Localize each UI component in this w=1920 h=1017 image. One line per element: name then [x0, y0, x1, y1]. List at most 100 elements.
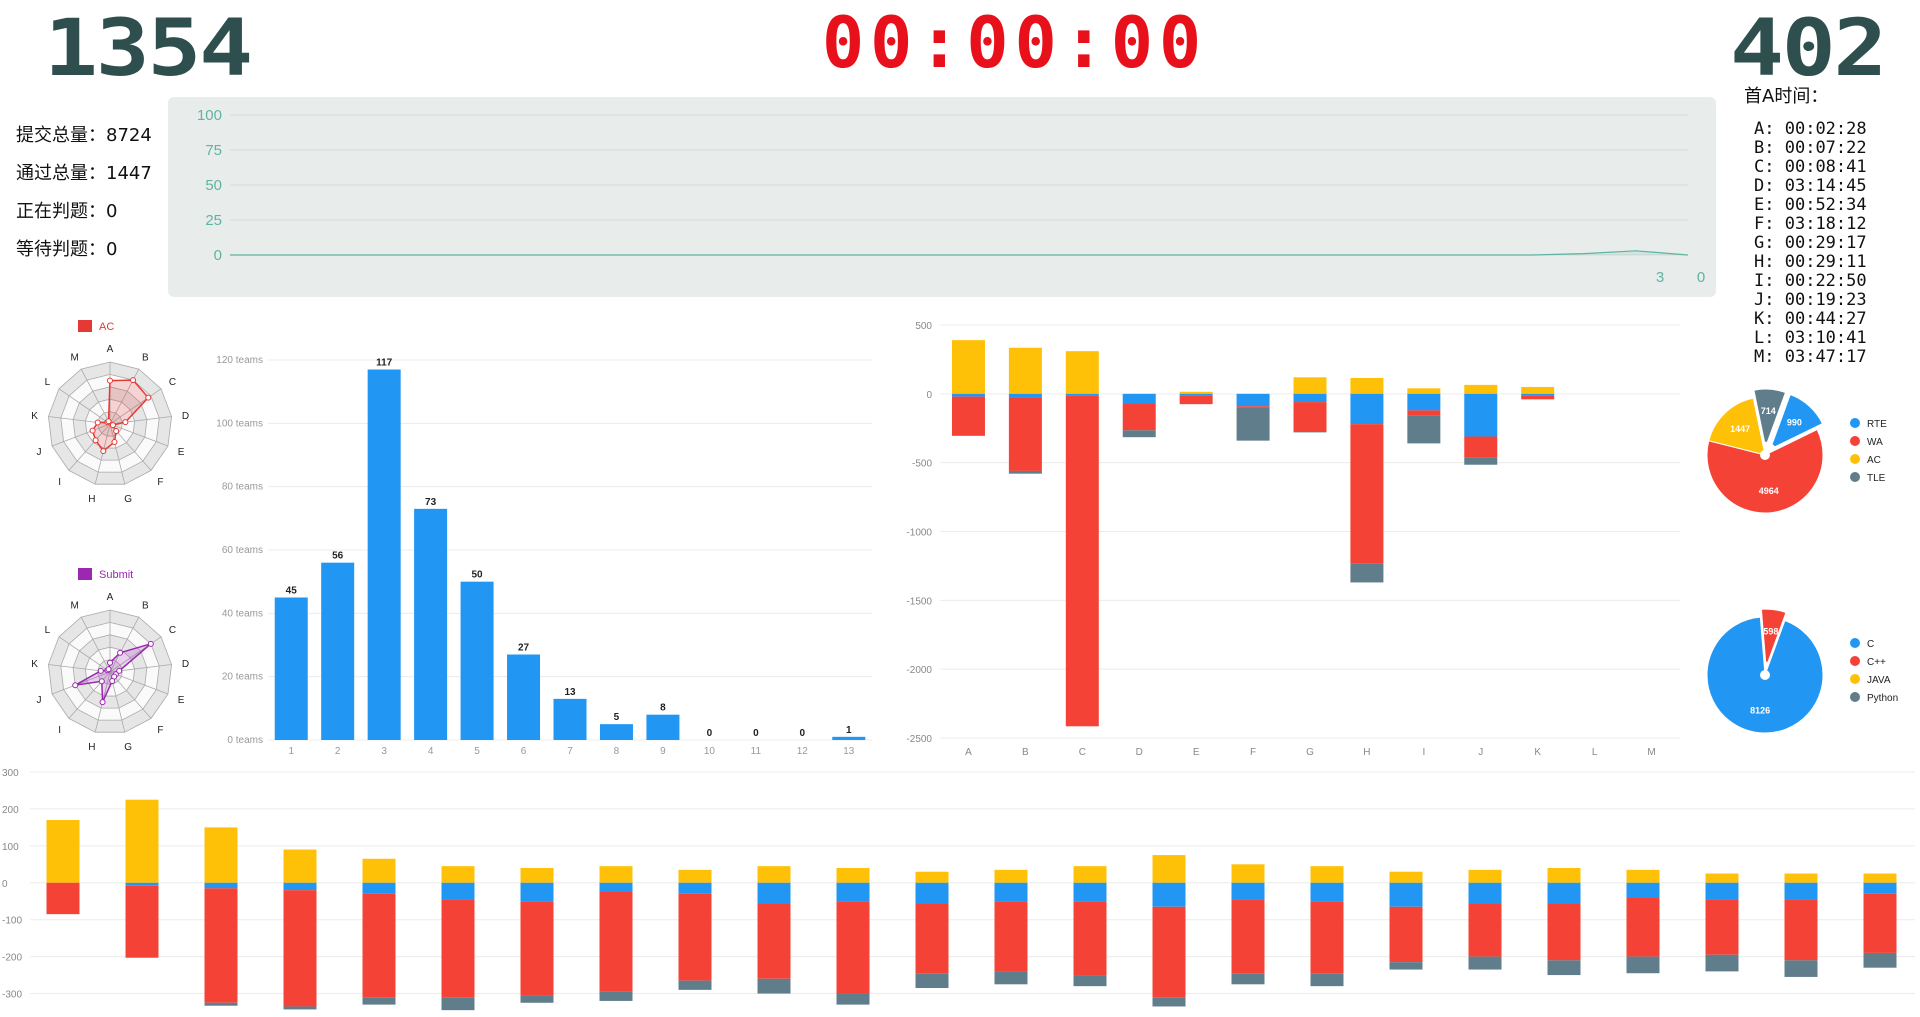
first-ac-row: J: 00:19:23: [1754, 291, 1867, 310]
x-tick-label: D: [1136, 747, 1143, 758]
end-label: 3: [1656, 269, 1664, 286]
bar-segment-wa: [1123, 403, 1156, 430]
data-label: 27: [518, 643, 530, 654]
radar-point: [93, 438, 98, 443]
data-label: 13: [564, 687, 576, 698]
bar-segment-rte: [1009, 394, 1042, 398]
legend-swatch: [1850, 418, 1860, 428]
first-ac-time: 03:10:41: [1785, 328, 1867, 348]
bar-segment-ac: [600, 866, 633, 883]
x-tick-label: A: [965, 747, 972, 758]
y-tick-label: 120 teams: [216, 355, 263, 366]
bar-segment-tle: [995, 971, 1028, 984]
bar-segment-ac: [1464, 385, 1497, 394]
first-ac-row: E: 00:52:34: [1754, 196, 1867, 215]
pie-label: 4964: [1759, 486, 1779, 496]
first-ac-row: G: 00:29:17: [1754, 234, 1867, 253]
first-ac-problem: J: [1754, 290, 1764, 310]
y-tick-label: -2000: [906, 665, 932, 676]
y-tick-label: 0: [214, 247, 222, 264]
bar-segment-tle: [600, 992, 633, 1001]
bar-segment-tle: [1153, 997, 1186, 1006]
y-tick-label: -100: [2, 916, 22, 927]
x-tick-label: 12: [797, 746, 809, 757]
bar-segment-ac: [1311, 866, 1344, 883]
radar-point: [146, 395, 151, 400]
bar-segment-rte: [1180, 394, 1213, 395]
first-ac-row: D: 03:14:45: [1754, 177, 1867, 196]
legend-swatch: [1850, 454, 1860, 464]
bar-segment-ac: [1521, 387, 1554, 394]
bar-segment-tle: [1350, 563, 1383, 582]
y-tick-label: 60 teams: [222, 545, 263, 556]
bar-segment-tle: [1123, 430, 1156, 437]
x-tick-label: M: [1647, 747, 1655, 758]
y-tick-label: 100: [2, 842, 19, 853]
bar-segment-rte: [363, 883, 396, 894]
first-ac-time: 00:29:17: [1785, 233, 1867, 253]
bar-segment-tle: [1706, 955, 1739, 972]
y-tick-label: -2500: [906, 734, 932, 745]
bar-segment-rte: [1407, 394, 1440, 411]
area-line: [230, 251, 1688, 255]
bar-segment-ac: [837, 868, 870, 883]
bar-segment-wa: [1066, 396, 1099, 726]
first-ac-time: 00:22:50: [1785, 271, 1867, 291]
bar-segment-rte: [1864, 883, 1897, 894]
radar-point: [108, 660, 113, 665]
bar-segment-tle: [1864, 953, 1897, 968]
bar-segment-wa: [1521, 395, 1554, 399]
bar-segment-tle: [1407, 416, 1440, 444]
first-ac-problem: L: [1754, 328, 1764, 348]
radar-point: [99, 679, 104, 684]
legend-swatch: [78, 320, 92, 332]
legend-label: JAVA: [1867, 675, 1891, 686]
bar-segment-wa: [995, 901, 1028, 971]
first-ac-time: 00:19:23: [1785, 290, 1867, 310]
radar-point: [98, 668, 103, 673]
radar-axis-label: E: [178, 695, 185, 706]
radar-point: [110, 679, 115, 684]
bar: [461, 582, 494, 740]
pie-label: 8126: [1750, 706, 1770, 716]
bar-segment-rte: [521, 883, 554, 901]
bar-segment-rte: [1706, 883, 1739, 900]
bar-segment-ac: [205, 827, 238, 882]
bar-segment-tle: [1009, 471, 1042, 474]
bar: [832, 737, 865, 740]
first-ac-time: 00:08:41: [1785, 157, 1867, 177]
bar-segment-wa: [1153, 907, 1186, 997]
first-ac-panel: 首A时间： A: 00:02:28 B: 00:07:22 C: 00:08:41 D…: [1744, 82, 1867, 367]
bar-segment-wa: [1180, 395, 1213, 404]
bar-segment-wa: [1785, 899, 1818, 960]
radar-point: [106, 667, 111, 672]
bar-segment-tle: [1311, 973, 1344, 986]
bar-segment-ac: [1864, 874, 1897, 883]
y-tick-label: 0: [2, 879, 8, 890]
bar-segment-rte: [1785, 883, 1818, 900]
first-ac-row: F: 03:18:12: [1754, 215, 1867, 234]
bar-segment-wa: [1464, 437, 1497, 458]
bar-segment-wa: [1294, 402, 1327, 431]
bar-segment-rte: [995, 883, 1028, 901]
first-ac-separator: :: [1764, 214, 1784, 234]
bar-segment-tle: [1785, 960, 1818, 977]
radar-axis-label: B: [142, 353, 149, 364]
bar-segment-ac: [952, 340, 985, 394]
bar-segment-tle: [758, 979, 791, 994]
bar-segment-wa: [758, 903, 791, 979]
first-ac-row: I: 00:22:50: [1754, 272, 1867, 291]
radar-point: [95, 420, 100, 425]
bar-segment-ac: [1706, 874, 1739, 883]
result-pie-chart: 99049641447714RTEWAACTLE: [1705, 378, 1920, 528]
bar-segment-rte: [284, 883, 317, 890]
bar-segment-wa: [600, 892, 633, 992]
language-pie-chart: 8126598CC++JAVAPython: [1705, 598, 1920, 748]
bar-segment-ac: [1627, 870, 1660, 883]
first-ac-time: 03:18:12: [1785, 214, 1867, 234]
stats-panel: 提交总量：8724 通过总量：1447 正在判题：0 等待判题：0: [16, 117, 152, 269]
y-tick-label: 0 teams: [227, 735, 263, 746]
bar-segment-ac: [995, 870, 1028, 883]
bar-segment-tle: [284, 1006, 317, 1009]
data-label: 45: [286, 586, 298, 597]
